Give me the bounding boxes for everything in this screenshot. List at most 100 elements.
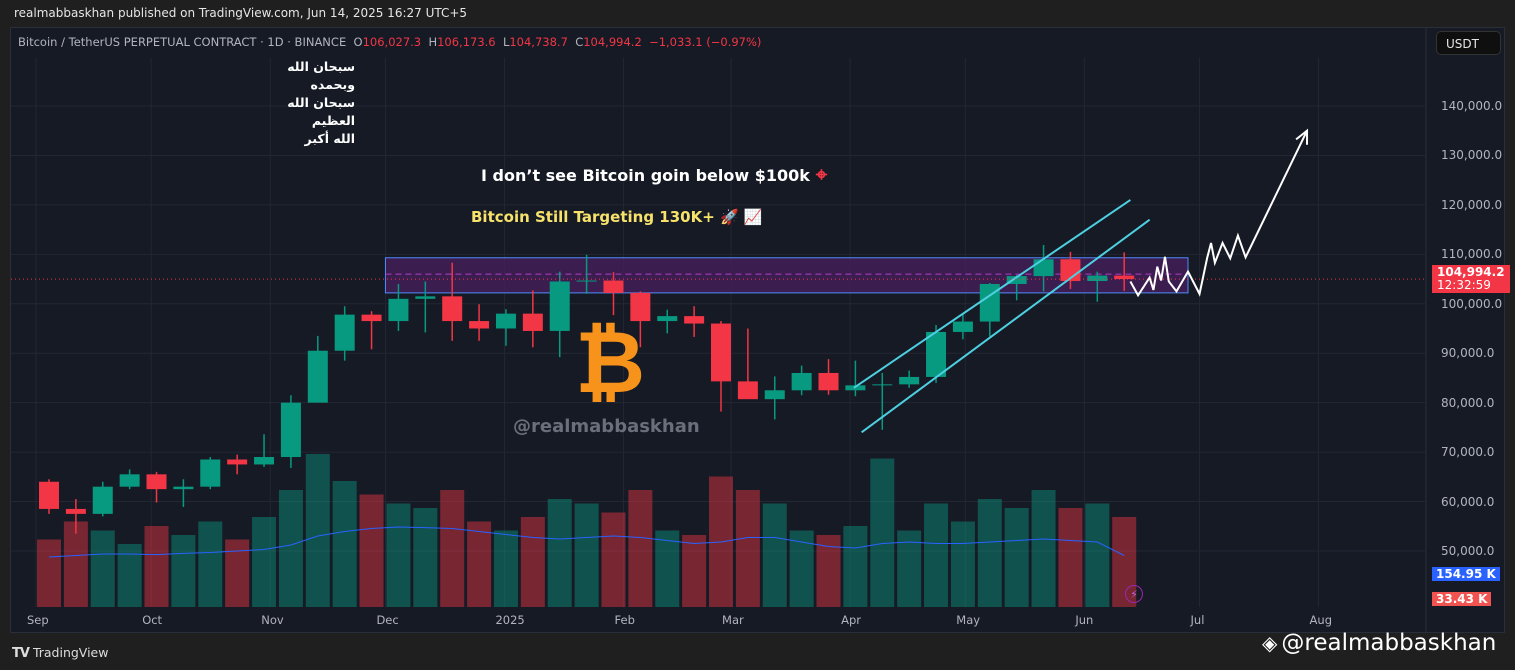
volume-bar [628,490,653,607]
volume-bar [574,503,599,607]
volume-bar [601,512,626,607]
open-value: 106,027.3 [362,35,422,49]
volume-bar [897,530,922,607]
candle-body [495,313,516,329]
arabic-line: سبحان الله وبحمده [287,59,355,92]
volume-ma-badge: 154.95 K [1432,567,1500,581]
candle-body [173,486,194,490]
volume-bar [655,530,680,607]
time-tick: May [956,613,981,627]
channel-lower-line [861,218,1151,434]
candle-body [737,381,758,400]
candle-body [576,280,597,282]
volume-ma-line [48,526,1125,558]
time-tick: Feb [614,613,635,627]
candle-body [119,474,140,487]
candle-body [469,321,490,329]
low-value: 104,738.7 [509,35,568,49]
volume-bar [225,539,250,607]
candle-body [818,372,839,391]
candle-body [39,481,59,509]
volume-bar [171,535,196,607]
volume-bar [493,530,518,607]
time-tick: Dec [376,613,399,627]
volume-bar [305,454,330,607]
volume-bar [977,499,1002,607]
consolidation-zone [384,257,1189,294]
arabic-text: سبحان الله وبحمده سبحان الله العظيم الله… [240,58,355,148]
volume-bar [386,503,411,607]
arabic-line: سبحان الله العظيم [287,95,355,128]
candle-body [442,296,463,322]
candle-body [684,316,705,324]
candle-body [415,296,436,299]
price-tick: 90,000.0 [1441,346,1495,361]
close-label: C [575,35,584,49]
tradingview-logo[interactable]: TV TradingView [12,645,108,661]
candle-body [92,486,113,514]
volume-bar [1004,508,1029,607]
candle-body [1006,276,1027,284]
currency-button[interactable]: USDT [1436,31,1501,55]
price-tick: 100,000.0 [1441,296,1503,311]
author-credit: ◈ @realmabbaskhan [1262,630,1496,656]
time-tick: Mar [722,613,744,627]
volume-bar [413,508,438,607]
price-tick: 130,000.0 [1441,148,1503,163]
candle-body [200,459,221,487]
candle-body [65,508,86,514]
low-label: L [502,35,510,49]
arrow-head-icon [1295,128,1309,145]
volume-badge: 33.43 K [1432,592,1492,606]
candle-body [549,281,570,331]
grid [11,28,1427,632]
volume-bar [547,499,572,607]
candle-body [280,402,301,458]
volume-bar [467,521,492,607]
volume-bar [762,503,787,607]
binance-icon: ◈ [1262,631,1278,655]
candle-body [334,314,355,351]
candle-body [979,283,1000,322]
price-tick: 60,000.0 [1441,494,1495,509]
lightning-icon[interactable]: ⚡ [1125,585,1143,603]
time-tick: 2025 [495,613,525,627]
candle-body [522,313,543,331]
volume-bar [332,481,357,607]
change-value: −1,033.1 (−0.97%) [649,35,762,49]
chart-panel[interactable] [10,27,1505,633]
price-tick: 70,000.0 [1441,445,1495,460]
candle-body [899,376,920,385]
volume-bar [37,539,61,607]
volume-bar [870,458,895,607]
volume-bar [359,494,384,607]
candle-body [764,390,785,400]
high-value: 106,173.6 [437,35,496,49]
price-tick: 120,000.0 [1441,197,1503,212]
volume-bar [198,521,223,607]
publisher-line: realmabbaskhan published on TradingView.… [14,6,468,20]
volume-bar [682,535,707,607]
volume-bar [950,521,975,607]
price-tick: 50,000.0 [1441,543,1495,558]
projection-line [1129,130,1308,298]
candle-body [388,298,409,322]
time-tick: Jun [1075,613,1094,627]
tv-logo-icon: TV [12,646,30,661]
brand-name: TradingView [32,645,109,660]
volume-bar [1085,503,1110,607]
last-price-badge: 104,994.2 12:32:59 [1432,265,1510,293]
candle-body [146,474,167,490]
arabic-line: الله أكبر [304,131,355,146]
credit-text: @realmabbaskhan [1281,630,1497,656]
time-tick: Oct [142,613,163,627]
bitcoin-logo-icon: ₿ [575,313,646,413]
note-text: I don’t see Bitcoin goin below $100k [481,166,810,185]
watermark: @realmabbaskhan [513,416,700,437]
volume-bar [520,517,545,607]
volume-bar [816,535,841,607]
last-price: 104,994.2 [1437,265,1505,279]
symbol-name: Bitcoin / TetherUS PERPETUAL CONTRACT · … [18,35,347,49]
volume-bar [278,490,303,607]
